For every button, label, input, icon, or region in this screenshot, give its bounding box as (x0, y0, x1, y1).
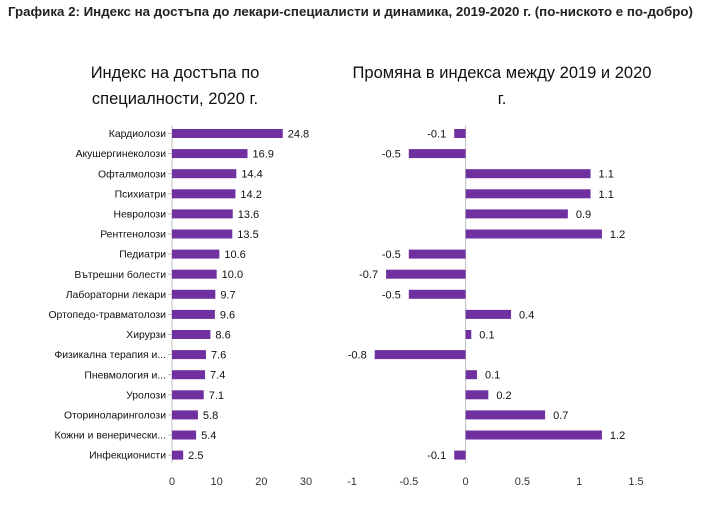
left-data-label: 7.4 (210, 370, 225, 382)
right-bar (465, 209, 568, 219)
right-data-label: 0.9 (576, 209, 591, 221)
right-data-label: -0.1 (427, 129, 446, 141)
right-bar (386, 269, 466, 279)
left-category-label: Физикална терапия и... (54, 350, 166, 361)
left-bar (172, 249, 220, 259)
right-data-label: 1.2 (610, 229, 625, 241)
right-bar (454, 450, 466, 460)
left-x-tick-label: 30 (300, 476, 312, 488)
right-data-label: 0.1 (479, 330, 494, 342)
left-category-label: Пневмология и... (84, 370, 166, 381)
left-category-label: Невролози (113, 210, 166, 221)
left-bar (172, 169, 237, 179)
left-data-label: 24.8 (288, 129, 309, 141)
left-data-label: 9.6 (220, 309, 235, 321)
left-bar (172, 309, 215, 319)
right-chart-title: Промяна в индекса между 2019 и 2020 г. (352, 64, 652, 108)
left-bar (172, 430, 197, 440)
right-bar (465, 390, 489, 400)
left-category-label: Педиатри (119, 250, 166, 261)
left-data-label: 10.6 (224, 249, 245, 261)
left-data-label: 14.4 (241, 169, 262, 181)
left-category-label: Вътрешни болести (74, 269, 166, 281)
right-bar (465, 189, 591, 199)
right-bar (465, 309, 512, 319)
left-category-label: Уролози (126, 390, 166, 401)
right-data-label: -0.8 (348, 350, 367, 362)
left-bar (172, 229, 233, 239)
right-data-label: -0.5 (382, 249, 401, 261)
left-bar (172, 269, 217, 279)
right-data-label: -0.5 (382, 289, 401, 301)
left-category-label: Офталмолози (98, 168, 166, 180)
right-data-label: 0.2 (496, 390, 511, 402)
left-bar (172, 330, 211, 339)
left-category-label: Рентгенолози (100, 230, 166, 241)
left-data-label: 16.9 (252, 149, 273, 161)
right-data-label: 1.1 (599, 189, 614, 201)
left-data-label: 8.6 (215, 330, 230, 342)
right-data-label: -0.7 (359, 269, 378, 281)
left-data-label: 5.4 (201, 430, 216, 442)
right-bar (465, 169, 591, 179)
right-x-tick-label: 1.5 (628, 476, 643, 488)
left-bar (172, 289, 216, 299)
left-category-label: Лабораторни лекари (66, 289, 166, 301)
left-data-label: 2.5 (188, 450, 203, 462)
figure-caption: Графика 2: Индекс на достъпа до лекари-с… (8, 4, 693, 19)
left-data-label: 7.6 (211, 350, 226, 362)
left-bar (172, 129, 283, 138)
right-x-tick-label: 1 (576, 476, 582, 488)
right-data-label: 0.1 (485, 370, 500, 382)
left-category-label: Кардиолози (109, 129, 166, 140)
left-data-label: 13.5 (237, 229, 258, 241)
left-category-label: Акушергинеколози (76, 149, 167, 160)
right-x-tick-label: 0 (463, 476, 469, 488)
left-category-label: Хирурзи (126, 330, 166, 341)
left-data-label: 10.0 (222, 269, 243, 281)
right-x-tick-label: 0.5 (515, 476, 530, 488)
left-category-label: Психиатри (115, 189, 167, 200)
left-bar (172, 450, 184, 460)
right-x-tick-label: -1 (347, 476, 357, 488)
left-bar (172, 189, 236, 199)
right-data-label: 1.2 (610, 430, 625, 442)
left-bar (172, 209, 233, 219)
right-data-label: 0.4 (519, 309, 534, 321)
right-data-label: -0.1 (427, 450, 446, 462)
left-bar (172, 410, 198, 420)
left-category-label: Оториноларинголози (64, 411, 166, 422)
left-data-label: 14.2 (240, 189, 261, 201)
right-data-label: -0.5 (382, 149, 401, 161)
right-bar (465, 330, 472, 339)
left-chart-title: Индекс на достъпа по специалности, 2020 … (90, 64, 260, 108)
left-data-label: 7.1 (209, 390, 224, 402)
left-x-tick-label: 10 (211, 476, 223, 488)
left-category-label: Инфекционисти (89, 450, 166, 462)
left-data-label: 13.6 (238, 209, 259, 221)
left-bar (172, 390, 204, 400)
right-bar (374, 350, 466, 360)
left-x-tick-label: 20 (255, 476, 267, 488)
left-bar (172, 350, 206, 360)
right-data-label: 0.7 (553, 410, 568, 422)
left-data-label: 5.8 (203, 410, 218, 422)
left-data-label: 9.7 (220, 289, 235, 301)
left-category-label: Ортопедо-травматолози (48, 310, 166, 321)
right-bar (454, 129, 466, 138)
left-x-tick-label: 0 (169, 476, 175, 488)
right-bar (465, 229, 602, 239)
right-data-label: 1.1 (599, 169, 614, 181)
right-bar (408, 149, 466, 159)
left-category-label: Кожни и венерически... (55, 431, 166, 442)
right-bar (408, 249, 466, 259)
right-bar (408, 289, 466, 299)
left-bar (172, 149, 248, 159)
left-bar (172, 370, 206, 380)
right-bar (465, 410, 546, 420)
right-bar (465, 430, 602, 440)
right-x-tick-label: -0.5 (399, 476, 418, 488)
right-bar (465, 370, 477, 380)
